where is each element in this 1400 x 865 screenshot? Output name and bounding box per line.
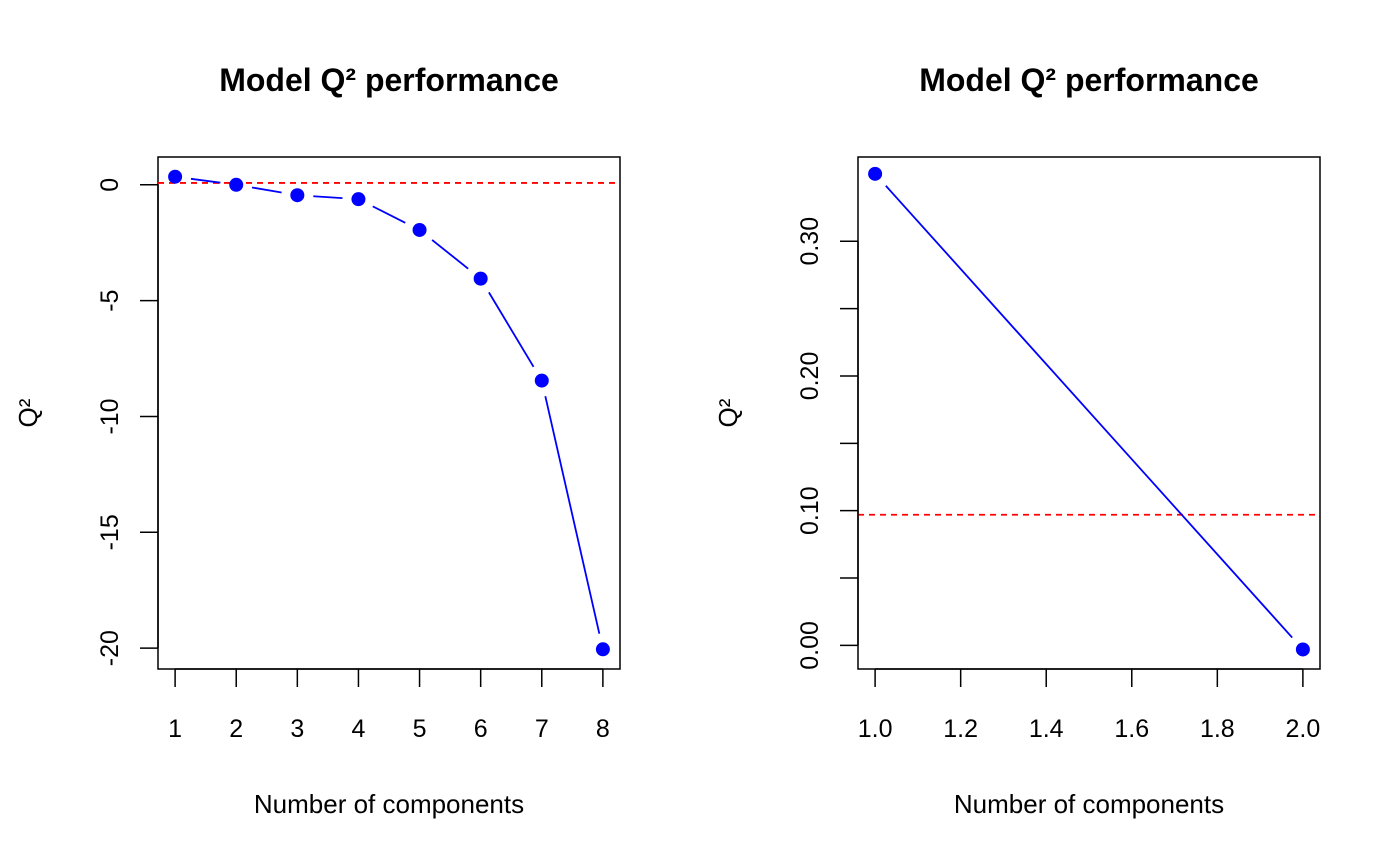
right-plot: Model Q² performance 1.0 1.2 1.4 1.6 1.8 2.0 … [713,62,1321,819]
data-point [290,188,305,203]
x-tick-label: 8 [596,715,610,743]
x-tick-label: 1.2 [943,715,978,743]
left-plot-xlabel: Number of components [254,789,524,819]
series-line-segment [190,177,221,184]
x-tick-label: 7 [535,715,549,743]
y-tick-label: 0.30 [796,217,824,266]
data-point [351,192,366,207]
y-tick-label: 0.20 [796,352,824,401]
right-plot-xlabel: Number of components [954,789,1224,819]
y-tick-label: 0.00 [796,621,824,670]
series-line-segment [885,185,1293,639]
left-plot-ylabel: Q² [13,398,43,427]
y-tick-label: -10 [96,398,124,434]
x-tick-label: 3 [290,715,304,743]
y-tick-label: -20 [96,630,124,666]
series-line-segment [544,395,601,634]
x-tick-label: 1.4 [1029,715,1064,743]
data-point [412,222,427,237]
right-plot-title: Model Q² performance [919,62,1259,98]
right-plot-ylabel: Q² [713,398,743,427]
y-tick-label: -5 [96,290,124,312]
data-point [534,373,549,388]
series-line-segment [431,239,469,270]
x-tick-label: 1.0 [858,715,893,743]
x-tick-label: 6 [474,715,488,743]
data-point [168,169,183,184]
y-tick-label: 0.10 [796,486,824,535]
series-line-segment [251,186,282,194]
x-tick-label: 1.8 [1200,715,1235,743]
data-point [229,177,244,192]
data-point [1295,642,1310,657]
series-line-segment [313,195,343,200]
left-plot: Model Q² performance 1 2 3 4 5 6 7 8 0 -5 -10 -15 -… [13,62,621,819]
left-plot-frame [157,156,621,670]
x-tick-label: 5 [413,715,427,743]
left-plot-title: Model Q² performance [219,62,559,98]
data-point [595,642,610,657]
x-tick-label: 2 [229,715,243,743]
series-line-segment [488,291,535,368]
x-tick-label: 2.0 [1286,715,1321,743]
x-tick-label: 1.6 [1114,715,1149,743]
data-point [868,166,883,181]
series-line-segment [372,205,406,224]
x-tick-label: 4 [351,715,365,743]
data-point [473,271,488,286]
y-tick-label: 0 [96,178,124,192]
y-tick-label: -15 [96,514,124,550]
x-tick-label: 1 [168,715,182,743]
